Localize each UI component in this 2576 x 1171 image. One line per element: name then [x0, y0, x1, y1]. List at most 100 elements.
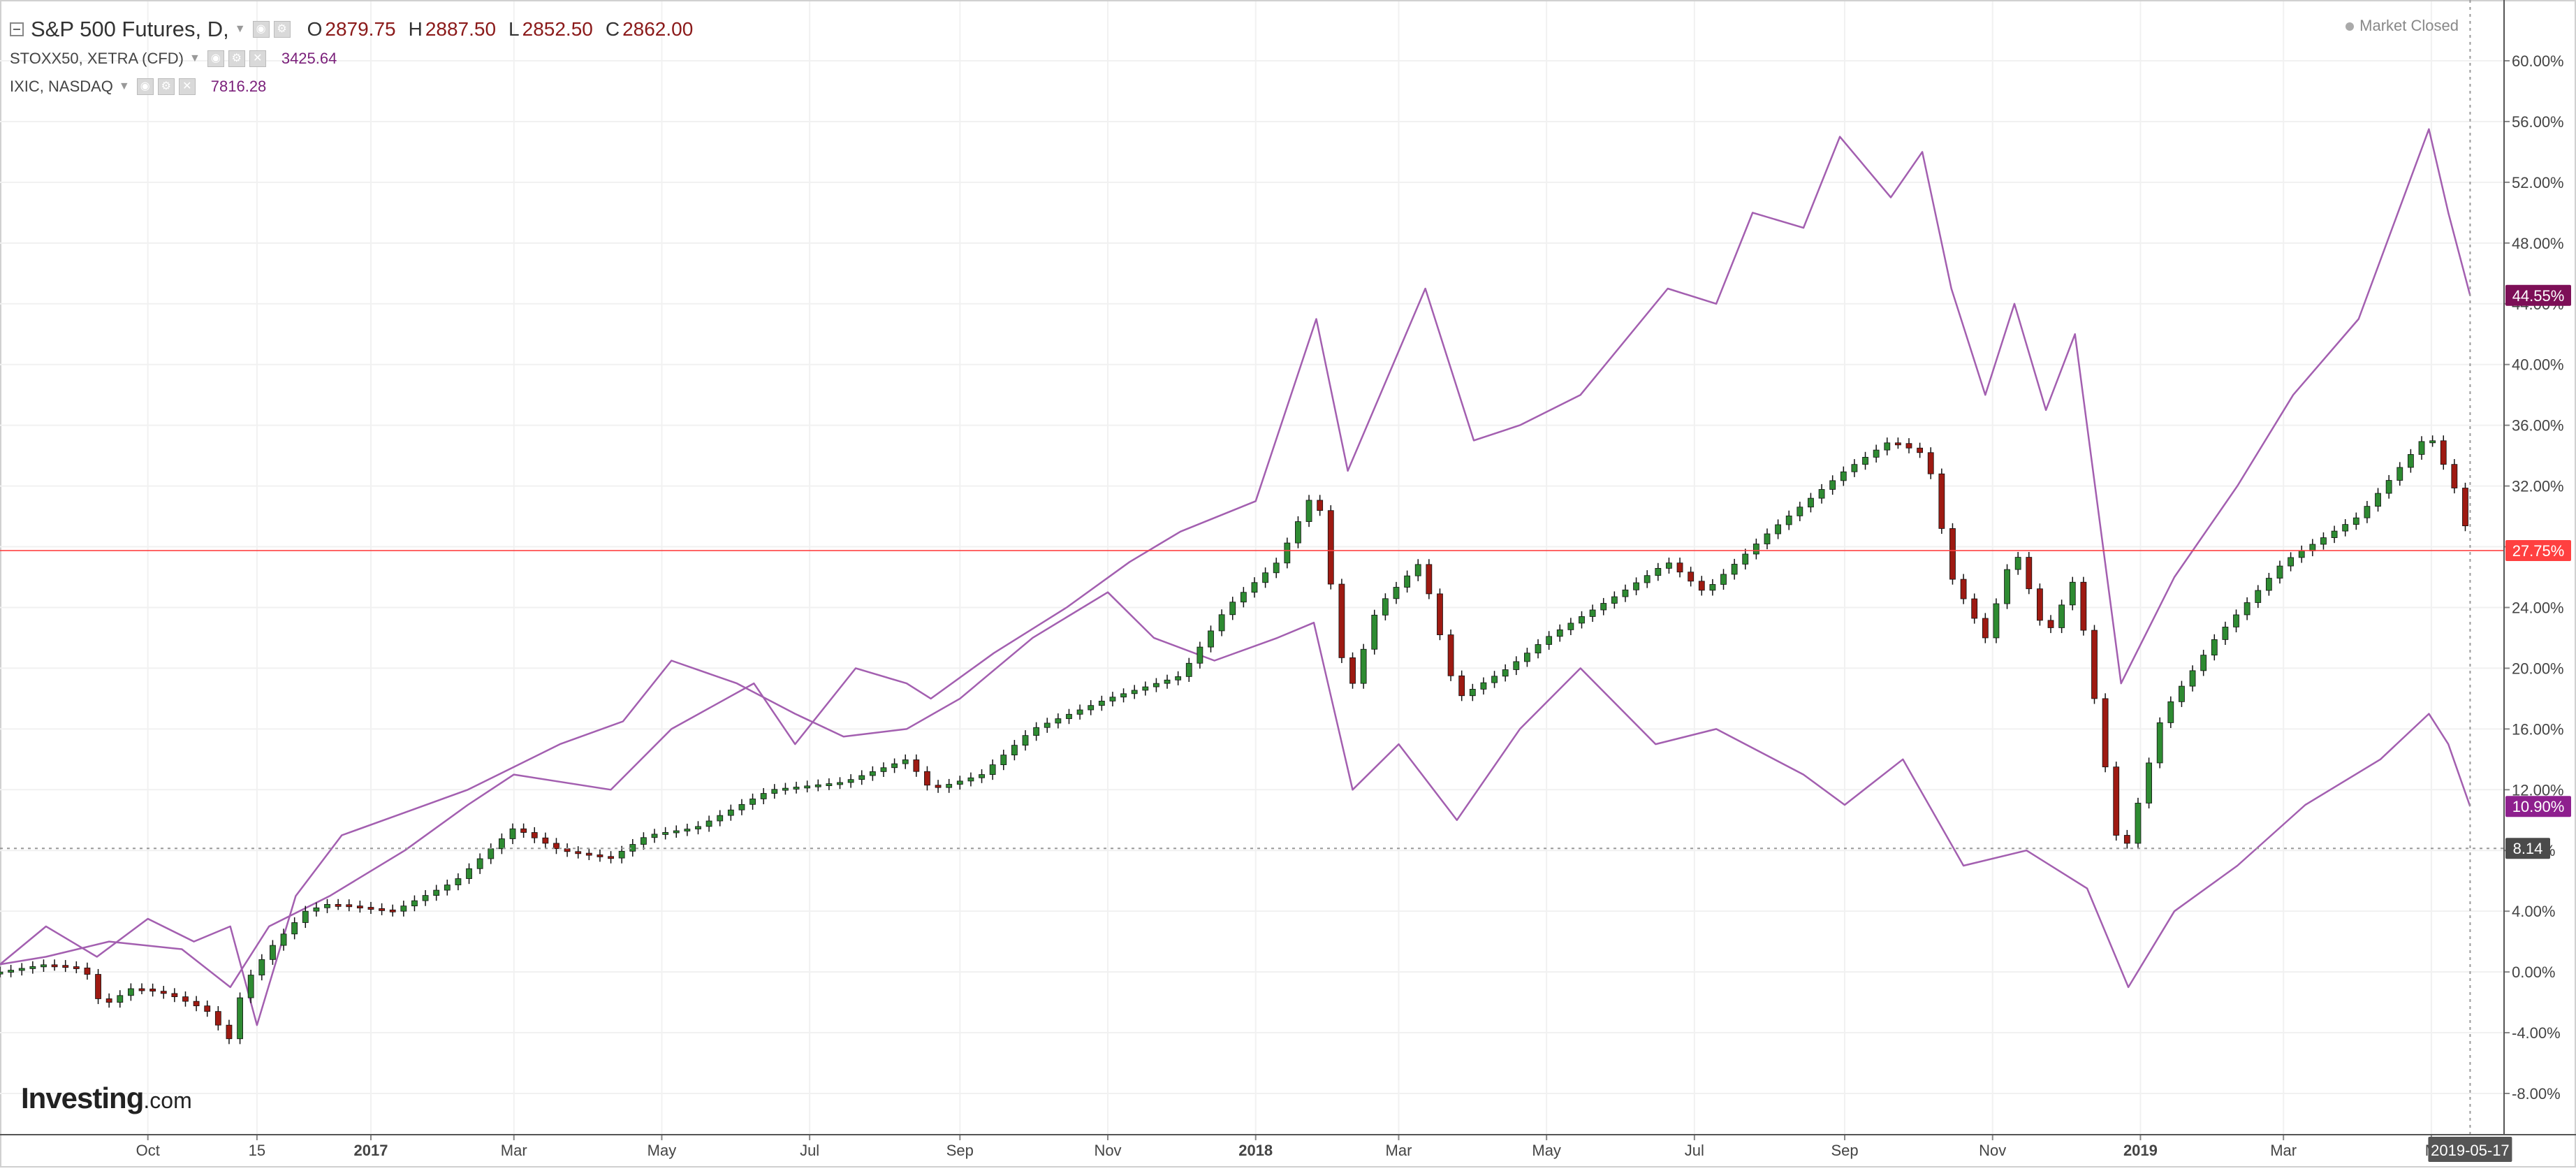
candle-body [2288, 557, 2294, 567]
candle-body [760, 793, 767, 799]
compare-symbol-ixic[interactable]: IXIC, NASDAQ [10, 78, 113, 95]
candle-body [793, 787, 800, 790]
y-tick-label: 36.00% [2512, 417, 2564, 435]
candle-body [684, 829, 691, 831]
candle-body [2233, 614, 2239, 627]
candle-body [1382, 598, 1389, 616]
candle-body [1469, 689, 1476, 697]
candle-body [1164, 679, 1171, 684]
dropdown-caret-icon[interactable]: ▼ [118, 80, 130, 92]
candle-body [105, 998, 112, 1003]
candle-body [1055, 718, 1062, 724]
x-tick-label: May [1532, 1142, 1561, 1159]
candle-body [1611, 596, 1618, 604]
overlay-layer [0, 0, 2504, 1135]
x-tick-label: 15 [249, 1142, 265, 1159]
gear-icon[interactable]: ⚙ [157, 78, 175, 95]
candle-body [1993, 603, 2000, 639]
gear-icon[interactable]: ⚙ [228, 50, 245, 67]
chart-legend: S&P 500 Futures, D, ▼ ◉ ⚙ O 2879.75 H 2887… [10, 14, 693, 101]
candle-body [1491, 676, 1498, 683]
candle-body [1185, 662, 1192, 677]
logo-suffix: .com [143, 1088, 192, 1113]
y-tick-label: 0.00% [2512, 963, 2555, 981]
candle-body [2014, 557, 2021, 570]
close-icon[interactable]: ✕ [178, 78, 196, 95]
price-badge [2505, 539, 2571, 561]
y-tick-label: -4.00% [2512, 1024, 2561, 1042]
candle-body [2276, 565, 2283, 579]
price-badge-label: 10.90% [2512, 798, 2565, 815]
candle-body [738, 803, 745, 810]
legend-compare-row-stoxx[interactable]: STOXX50, XETRA (CFD) ▼ ◉ ⚙ ✕ 3425.64 [10, 45, 693, 73]
open-label: O [307, 18, 323, 40]
y-tick-label: 12.00% [2512, 781, 2564, 799]
candle-body [2091, 630, 2098, 699]
candle-body [41, 964, 47, 968]
candle-body [1273, 562, 1280, 574]
status-dot-icon [2346, 22, 2355, 31]
candle-body [891, 763, 898, 769]
candle-body [651, 834, 658, 838]
candle-body [608, 856, 614, 859]
candle-body [2135, 803, 2142, 844]
candle-body [95, 974, 101, 999]
legend-main-row[interactable]: S&P 500 Futures, D, ▼ ◉ ⚙ O 2879.75 H 2887… [10, 14, 693, 45]
candle-body [1044, 722, 1051, 728]
candle-body [1840, 471, 1847, 481]
dropdown-caret-icon[interactable]: ▼ [234, 23, 246, 35]
candle-body [771, 789, 778, 794]
candle-body [585, 852, 592, 856]
candle-body [1676, 562, 1683, 573]
candle-body [979, 774, 985, 778]
candle-body [1546, 636, 1553, 645]
open-value: 2879.75 [325, 18, 396, 40]
candle-body [1960, 579, 1967, 599]
investing-logo: Investing.com [21, 1082, 192, 1115]
eye-icon[interactable]: ◉ [207, 50, 224, 67]
dropdown-caret-icon[interactable]: ▼ [189, 52, 200, 64]
gear-icon[interactable]: ⚙ [273, 21, 291, 38]
legend-compare-row-ixic[interactable]: IXIC, NASDAQ ▼ ◉ ⚙ ✕ 7816.28 [10, 73, 693, 101]
main-symbol-title[interactable]: S&P 500 Futures, D, [31, 17, 229, 41]
eye-icon[interactable]: ◉ [252, 21, 270, 38]
candle-body [2146, 762, 2152, 803]
candle-body [0, 971, 3, 975]
candle-body [2375, 493, 2381, 507]
candle-body [902, 759, 909, 764]
candle-body [2396, 467, 2403, 481]
candle-body [258, 959, 265, 975]
x-tick-label: Mar [1386, 1142, 1412, 1159]
candle-body [160, 991, 167, 994]
x-tick-label: Mar [2270, 1142, 2297, 1159]
candle-body [1971, 598, 1978, 619]
candle-body [956, 780, 963, 785]
candle-body [433, 889, 440, 896]
candle-body [1011, 745, 1018, 756]
candle-body [1175, 676, 1182, 681]
candle-body [749, 799, 756, 805]
candle-body [400, 905, 407, 912]
candle-body [1927, 452, 1934, 474]
candle-body [1480, 682, 1487, 690]
candle-body [2189, 670, 2196, 687]
candle-body [226, 1024, 233, 1040]
candle-body [1131, 690, 1138, 694]
candle-body [411, 900, 418, 907]
compare-symbol-stoxx[interactable]: STOXX50, XETRA (CFD) [10, 50, 184, 67]
candle-body [1338, 583, 1345, 658]
close-icon[interactable]: ✕ [249, 50, 266, 67]
y-tick-label: -8.00% [2512, 1085, 2561, 1103]
candle-body [1742, 553, 1749, 565]
candle-body [1938, 473, 1945, 529]
price-badge [2505, 796, 2571, 817]
candle-body [804, 785, 811, 789]
grid-lines [0, 1, 2504, 1135]
y-tick-label: 60.00% [2512, 52, 2564, 70]
eye-icon[interactable]: ◉ [136, 78, 154, 95]
price-badge-label: 8.14 [2513, 840, 2543, 857]
collapse-icon[interactable] [10, 22, 24, 36]
y-tick-label: 24.00% [2512, 599, 2564, 616]
